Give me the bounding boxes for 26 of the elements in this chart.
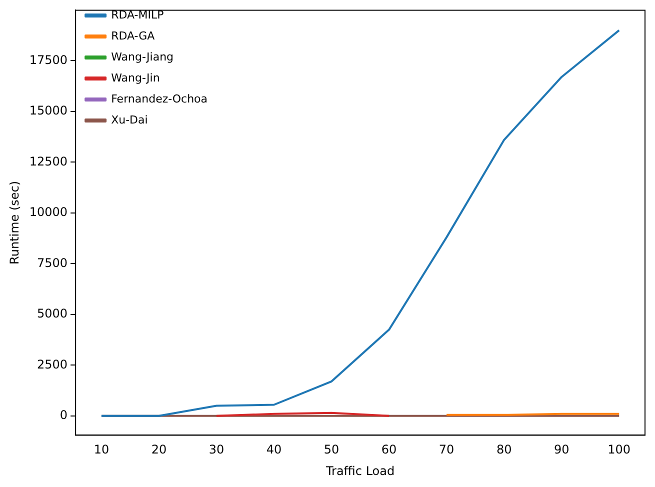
- y-axis-title: Runtime (sec): [7, 180, 22, 264]
- x-tick-label: 50: [324, 442, 340, 457]
- x-tick-label: 20: [151, 442, 167, 457]
- x-tick-label: 90: [554, 442, 570, 457]
- y-tick-label: 2500: [37, 357, 68, 372]
- legend-label: Wang-Jiang: [111, 50, 174, 64]
- x-tick-label: 10: [94, 442, 110, 457]
- y-tick-label: 7500: [37, 256, 68, 270]
- y-tick-label: 12500: [29, 154, 68, 168]
- y-tick-label: 0: [60, 408, 68, 422]
- x-tick-label: 100: [608, 442, 631, 457]
- legend-label: RDA-MILP: [111, 8, 164, 22]
- y-tick-label: 10000: [29, 205, 68, 220]
- x-tick-label: 70: [438, 442, 454, 457]
- y-tick-label: 15000: [29, 104, 68, 118]
- y-tick-label: 5000: [37, 306, 68, 321]
- x-tick-label: 80: [496, 442, 512, 457]
- x-axis-title: Traffic Load: [324, 464, 395, 478]
- legend-label: Xu-Dai: [111, 113, 148, 126]
- x-tick-label: 40: [266, 442, 282, 457]
- x-tick-label: 60: [381, 442, 397, 457]
- y-tick-label: 17500: [29, 52, 68, 67]
- legend-label: RDA-GA: [111, 29, 156, 42]
- legend-label: Fernandez-Ochoa: [111, 92, 208, 106]
- legend-label: Wang-Jin: [111, 71, 160, 84]
- x-tick-label: 30: [208, 442, 224, 457]
